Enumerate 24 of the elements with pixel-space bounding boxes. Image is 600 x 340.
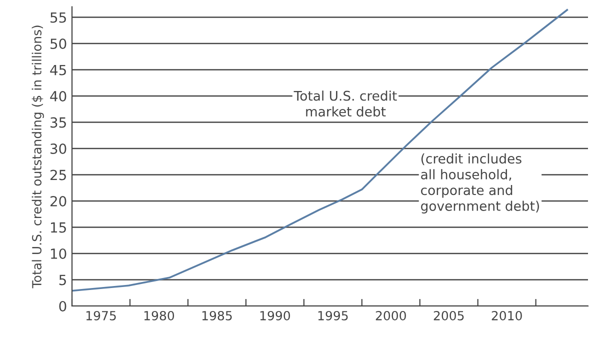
y-tick-label: 0: [59, 300, 66, 312]
y-tick-label: 10: [50, 248, 66, 259]
y-tick-label: 25: [50, 170, 66, 180]
y-tick-label: 15: [50, 222, 66, 233]
annotation: Total U.S. credit market debt: [294, 90, 397, 117]
y-tick-label: 20: [50, 196, 66, 206]
x-tick-label: 1975: [86, 310, 116, 320]
x-tick-label: 1995: [318, 310, 348, 320]
x-tick-label: 2005: [434, 310, 464, 320]
x-tick-label: 2000: [376, 310, 406, 320]
y-tick-label: 40: [50, 91, 66, 102]
y-tick-label: 55: [50, 12, 66, 23]
y-tick-label: 45: [50, 64, 66, 76]
y-axis-title: Total U.S. credit outstanding ($ in trillions): [32, 26, 44, 288]
y-tick-label: 5: [59, 274, 66, 286]
x-tick-label: 1980: [144, 310, 174, 320]
y-tick-label: 30: [50, 143, 66, 154]
x-tick-label: 2010: [492, 310, 522, 320]
line-series: [72, 9, 568, 292]
annotation: (credit includes all household, corporate and government debt): [421, 153, 539, 214]
x-tick-label: 1990: [260, 310, 290, 320]
y-tick-label: 50: [50, 38, 66, 50]
x-tick-label: 1985: [202, 310, 232, 320]
y-tick-label: 35: [50, 117, 66, 128]
